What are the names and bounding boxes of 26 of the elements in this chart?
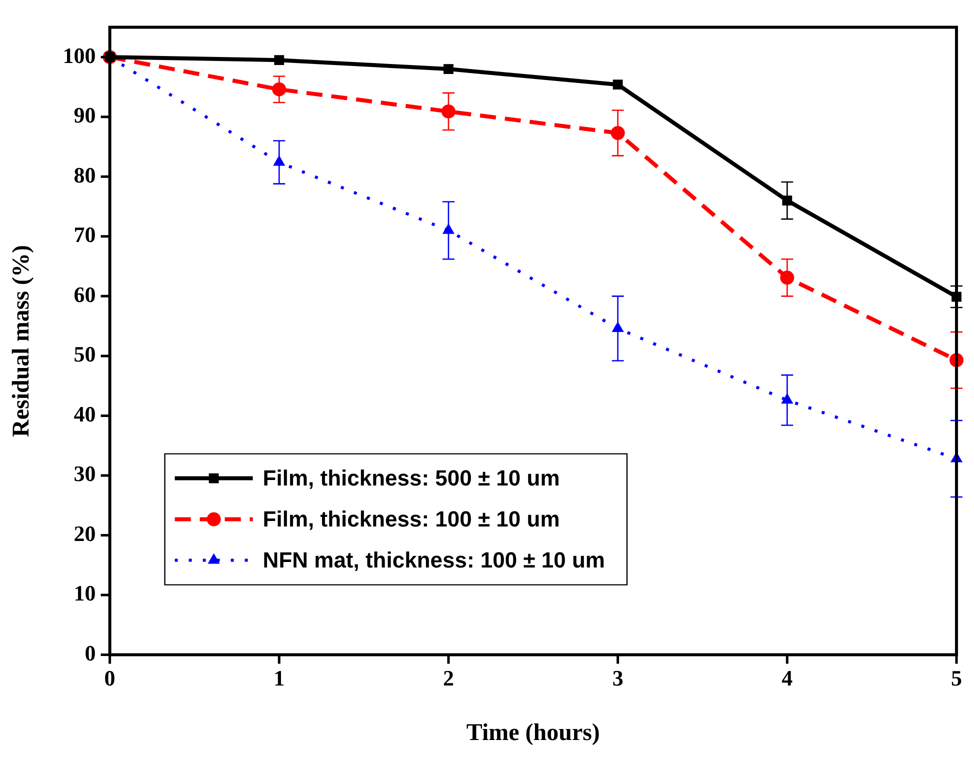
x-tick-label: 2 <box>442 666 454 691</box>
x-tick-label: 1 <box>274 666 285 691</box>
point <box>612 80 623 90</box>
legend-label: Film, thickness: 500 ± 10 um <box>262 465 560 490</box>
y-tick-label: 50 <box>74 342 96 367</box>
y-tick-label: 60 <box>74 282 96 307</box>
y-tick-label: 90 <box>74 102 96 128</box>
legend-label: Film, thickness: 100 ± 10 um <box>262 506 560 532</box>
x-tick-label: 5 <box>951 666 962 691</box>
y-tick-label: 0 <box>84 640 96 666</box>
y-tick-label: 80 <box>74 162 96 188</box>
x-axis-title: Time (hours) <box>466 720 600 746</box>
x-tick-label: 0 <box>104 666 116 691</box>
legend-label: NFN mat, thickness: 100 ± 10 um <box>262 547 606 572</box>
point <box>441 104 456 118</box>
y-tick-label: 70 <box>74 222 96 248</box>
y-tick-label: 20 <box>74 520 96 546</box>
x-tick-label: 3 <box>612 666 624 691</box>
y-tick-label: 10 <box>74 580 96 606</box>
y-tick-label: 30 <box>74 461 96 486</box>
y-tick-label: 40 <box>74 401 96 426</box>
point <box>274 55 284 66</box>
y-axis-title: Residual mass (%) <box>8 244 35 438</box>
x-tick-label: 4 <box>782 666 793 691</box>
point <box>444 64 454 74</box>
y-tick-label: 100 <box>62 42 96 68</box>
